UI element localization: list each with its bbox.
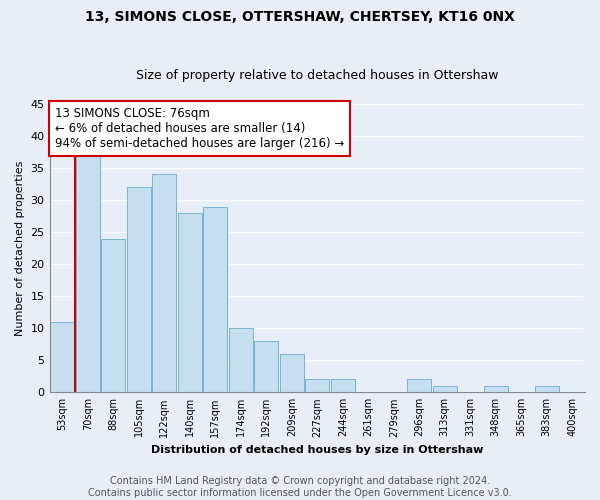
Title: Size of property relative to detached houses in Ottershaw: Size of property relative to detached ho… bbox=[136, 69, 499, 82]
Bar bbox=[407, 380, 431, 392]
Bar bbox=[280, 354, 304, 393]
Text: 13 SIMONS CLOSE: 76sqm
← 6% of detached houses are smaller (14)
94% of semi-deta: 13 SIMONS CLOSE: 76sqm ← 6% of detached … bbox=[55, 107, 344, 150]
Bar bbox=[484, 386, 508, 392]
Bar bbox=[127, 188, 151, 392]
Text: 13, SIMONS CLOSE, OTTERSHAW, CHERTSEY, KT16 0NX: 13, SIMONS CLOSE, OTTERSHAW, CHERTSEY, K… bbox=[85, 10, 515, 24]
Bar bbox=[535, 386, 559, 392]
Text: Contains HM Land Registry data © Crown copyright and database right 2024.
Contai: Contains HM Land Registry data © Crown c… bbox=[88, 476, 512, 498]
Bar bbox=[254, 341, 278, 392]
Bar bbox=[229, 328, 253, 392]
Bar bbox=[50, 322, 74, 392]
Bar bbox=[178, 213, 202, 392]
Bar bbox=[305, 380, 329, 392]
Bar bbox=[76, 156, 100, 392]
Bar bbox=[433, 386, 457, 392]
X-axis label: Distribution of detached houses by size in Ottershaw: Distribution of detached houses by size … bbox=[151, 445, 484, 455]
Bar bbox=[152, 174, 176, 392]
Y-axis label: Number of detached properties: Number of detached properties bbox=[15, 160, 25, 336]
Bar bbox=[101, 238, 125, 392]
Bar bbox=[331, 380, 355, 392]
Bar bbox=[203, 206, 227, 392]
